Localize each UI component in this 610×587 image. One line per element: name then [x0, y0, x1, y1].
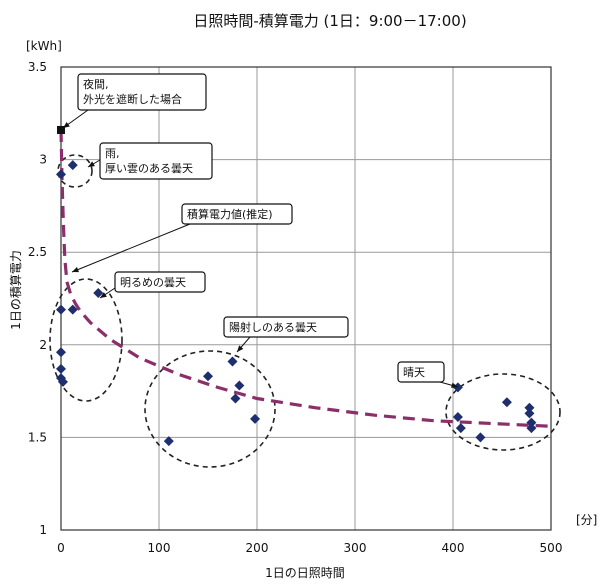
data-point	[227, 356, 238, 367]
annotation-box	[223, 316, 349, 338]
y-tick-label: 1.5	[28, 430, 47, 444]
data-point	[452, 382, 463, 393]
data-point	[56, 169, 66, 180]
data-point	[163, 436, 174, 447]
data-point	[57, 376, 68, 387]
annotation-text: 夜間,	[83, 77, 109, 91]
annotation-box	[397, 361, 445, 383]
data-point	[475, 432, 486, 443]
x-tick-label: 100	[148, 541, 171, 555]
annotation-arrow	[71, 223, 191, 273]
annotation: 夜間,外光を遮断した場合	[62, 73, 207, 129]
y-unit-label: [kWh]	[26, 39, 62, 53]
data-point	[67, 160, 78, 171]
data-points	[56, 125, 537, 447]
annotation-arrowhead	[88, 161, 95, 167]
annotation-arrowhead	[237, 345, 244, 352]
night-data-point	[57, 125, 65, 134]
annotation-text: 外光を遮断した場合	[83, 92, 182, 106]
data-point	[203, 371, 213, 382]
cluster-ellipses	[49, 154, 561, 468]
annotation-arrowhead	[451, 382, 458, 388]
grid	[61, 67, 551, 530]
cluster-ellipse	[144, 350, 276, 468]
annotation-box	[77, 73, 207, 111]
data-point	[526, 417, 537, 428]
cluster-ellipse	[49, 278, 123, 402]
data-point	[56, 347, 66, 358]
annotation-text: 晴天	[403, 366, 425, 379]
data-point	[526, 423, 537, 434]
tick-labels: 0 100 200 300 400 500 1 1.5 2 2.5 3 3.5	[28, 60, 563, 555]
plot-frame	[60, 66, 552, 531]
annotation-box	[181, 203, 293, 225]
data-point	[524, 408, 535, 419]
x-tick-label: 300	[344, 541, 367, 555]
annotation: 陽射しのある曇天	[223, 316, 349, 353]
x-tick-label: 200	[246, 541, 269, 555]
data-point	[93, 287, 104, 298]
y-tick-label: 3.5	[28, 60, 47, 74]
annotation-text: 積算電力値(推定)	[187, 207, 273, 221]
data-point	[56, 363, 66, 374]
x-axis-label: 1日の日照時間	[265, 566, 345, 580]
cluster-ellipse	[57, 154, 93, 188]
fit-curve	[59, 129, 552, 428]
annotation-arrowhead	[100, 292, 107, 298]
annotation-arrowhead	[63, 122, 70, 128]
annotation-arrowhead	[72, 267, 79, 273]
annotation: 明るめの曇天	[99, 271, 206, 299]
data-point	[455, 423, 466, 434]
data-point	[501, 397, 512, 408]
chart-title: 日照時間-積算電力 (1日：9:00－17:00)	[193, 12, 466, 30]
y-tick-label: 1	[39, 523, 47, 537]
annotation: 晴天	[397, 361, 459, 388]
annotation-text: 陽射しのある曇天	[229, 320, 317, 334]
y-tick-label: 2.5	[28, 245, 47, 259]
data-point	[452, 412, 463, 423]
annotation: 雨, 厚い雲のある曇天	[87, 142, 213, 180]
y-axis-label: 1日の積算電力	[8, 250, 23, 330]
annotation-box	[114, 271, 206, 293]
x-tick-label: 400	[442, 541, 465, 555]
x-unit-label: [分]	[576, 513, 597, 527]
data-point	[230, 393, 241, 404]
data-point	[250, 413, 261, 424]
data-point	[524, 402, 535, 413]
y-tick-label: 3	[39, 153, 47, 167]
cluster-ellipse	[445, 373, 561, 451]
data-point	[67, 304, 78, 315]
annotation-box	[99, 142, 213, 180]
annotation-text: 雨,	[105, 147, 120, 160]
y-tick-label: 2	[39, 338, 47, 352]
x-tick-label: 0	[57, 541, 65, 555]
annotation-text: 明るめの曇天	[120, 276, 186, 289]
annotation: 積算電力値(推定)	[71, 203, 293, 273]
data-point	[234, 380, 245, 391]
x-tick-label: 500	[540, 541, 563, 555]
data-point	[56, 304, 66, 315]
annotation-text: 厚い雲のある曇天	[105, 162, 193, 175]
